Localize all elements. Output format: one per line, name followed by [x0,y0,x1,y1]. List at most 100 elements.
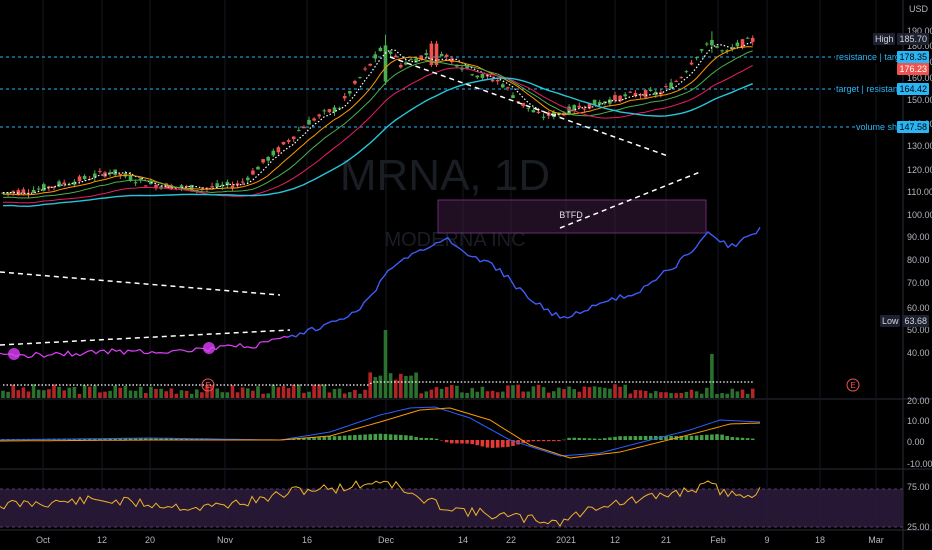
macd-histogram-bar [353,435,357,440]
candle-body [669,82,673,89]
candle-body [332,107,337,112]
ma-pink-line [2,64,753,204]
high-label: High [872,33,896,45]
volume-bar [108,390,112,398]
candle-body [42,184,46,191]
volume-bar [327,392,332,398]
time-tick-label: 2021 [556,535,576,545]
macd-histogram-bar [475,440,480,446]
candle-body [98,170,102,172]
macd-histogram-bar [669,435,673,440]
candle-body [235,183,240,186]
rs-new-high-marker [8,348,20,360]
candle-body [31,189,36,193]
time-tick-label: Oct [36,535,51,545]
time-tick-label: 9 [764,535,769,545]
candle-body [399,64,403,68]
volume-bar [516,384,520,398]
candle-body [439,53,444,57]
macd-histogram-bar [699,435,704,440]
macd-histogram-bar [536,440,541,442]
candle-body [67,184,72,186]
macd-histogram-bar [608,437,612,440]
macd-histogram-bar [552,440,556,442]
candle-body [154,184,158,189]
volume-bar [495,392,500,398]
volume-bar [536,384,541,398]
macd-tick-label: 20.00 [907,396,930,406]
macd-histogram-bar [750,438,755,440]
time-tick-label: Nov [217,535,234,545]
volume-bar [230,385,235,398]
candle-body [144,185,148,187]
volume-bar [31,384,36,398]
macd-histogram-bar [541,440,546,442]
candle-body [337,107,342,109]
volume-bar [628,393,633,398]
macd-histogram-bar [195,438,199,440]
volume-bar [21,387,26,398]
candle-body [57,181,61,187]
volume-bar [424,391,429,398]
volume-bar [587,387,592,398]
macd-histogram-bar [725,436,729,440]
macd-histogram-bar [546,440,551,442]
volume-bar [725,393,729,398]
candle-body [648,89,653,91]
volume-bar [409,375,413,398]
time-tick-label: 14 [458,535,468,545]
macd-histogram-bar [444,440,449,443]
candle-body [210,186,214,188]
macd-histogram-bar [745,438,750,440]
volume-bar [133,390,138,398]
price-tick-label: 100.00 [907,210,932,220]
volume-bar [562,389,566,398]
volume-bar [633,389,638,398]
candle-body [358,77,362,79]
macd-histogram-bar [103,438,107,440]
macd-histogram-bar [184,438,189,440]
macd-histogram-bar [710,434,714,440]
volume-bar [414,372,418,398]
low-label: Low [879,315,901,327]
macd-histogram-bar [587,438,592,440]
candle-body [572,105,576,111]
macd-line [0,406,761,457]
macd-histogram-bar [307,437,311,440]
volume-bar [36,389,41,398]
macd-histogram-bar [715,434,719,440]
candle-body [368,63,372,66]
macd-histogram-bar [740,437,745,440]
volume-bar [103,391,107,398]
candle-body [286,140,291,142]
macd-histogram-bar [455,440,459,444]
volume-bar [342,393,347,398]
macd-histogram-bar [557,440,561,442]
volume-bar [419,393,423,398]
candle-body [220,184,225,187]
macd-histogram-bar [684,435,689,440]
candle-body [378,47,383,52]
candle-body [230,185,235,189]
volume-bar [235,392,240,398]
candle-body [720,50,724,52]
macd-histogram-bar [358,434,362,440]
volume-bar [684,391,689,398]
ma-green-line [2,50,753,199]
ma-orange-line [2,46,753,196]
candle-body [710,39,714,46]
candle-body [388,51,393,54]
volume-shelf-tag: 147.58 [897,121,929,133]
volume-bar [93,385,97,398]
high-value: 185.70 [897,33,929,45]
volume-bar [444,386,449,398]
low-value: 63.68 [902,315,929,327]
volume-bar [26,391,31,398]
macd-histogram-bar [460,440,464,444]
volume-bar [72,387,77,398]
volume-bar [82,385,87,398]
volume-bar [577,391,582,398]
macd-histogram-bar [144,438,148,440]
volume-bar [643,390,648,398]
